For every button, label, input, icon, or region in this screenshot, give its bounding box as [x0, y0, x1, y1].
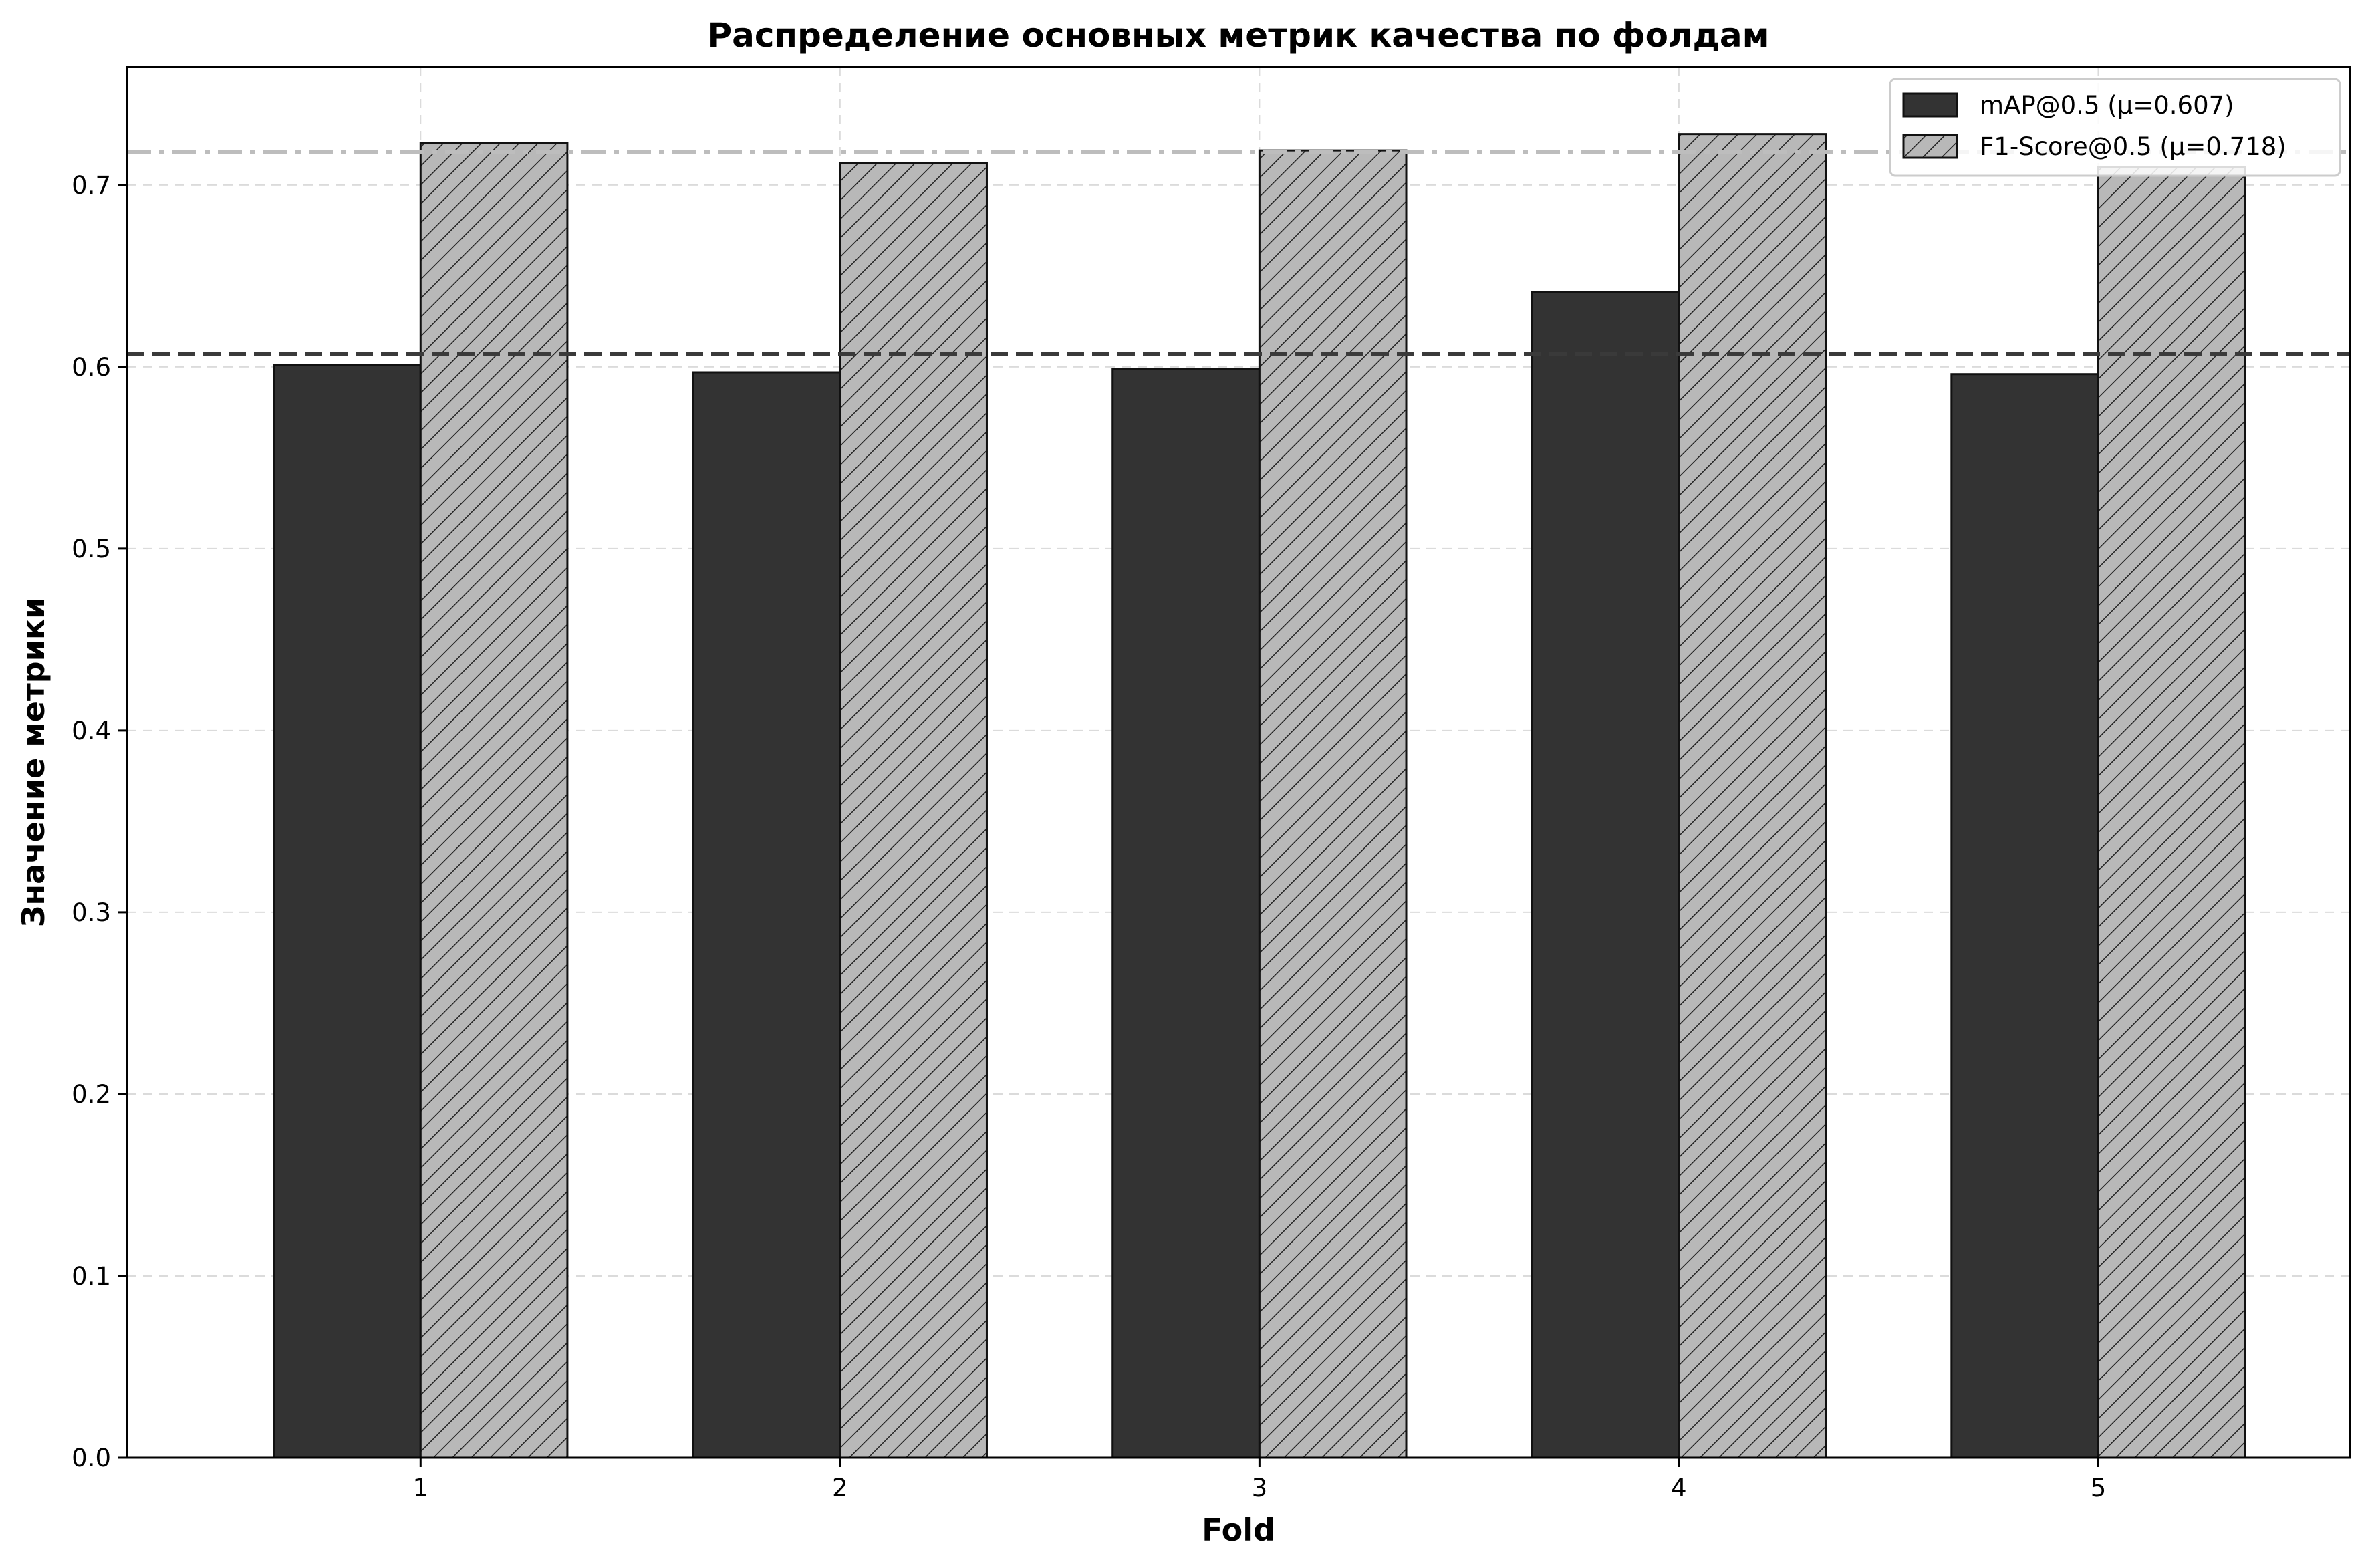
legend-swatch-map [1902, 92, 1958, 118]
x-tick-label: 2 [832, 1474, 848, 1502]
y-axis-label: Значение метрики [15, 598, 51, 928]
y-tick-label: 0.0 [72, 1444, 111, 1472]
x-axis-label: Fold [1202, 1512, 1275, 1548]
bar-map [1950, 373, 2099, 1459]
bar-map [692, 371, 841, 1459]
bar-map [1111, 368, 1261, 1459]
legend-label-map: mAP@0.5 (μ=0.607) [1980, 91, 2234, 120]
y-tick-label: 0.7 [72, 171, 111, 200]
legend-box [1889, 78, 2341, 177]
legend: mAP@0.5 (μ=0.607) F1-Score@0.5 (μ=0.718) [1889, 78, 2341, 177]
x-tick-label: 3 [1252, 1474, 1268, 1502]
y-tick-label: 0.2 [72, 1080, 111, 1109]
chart-title: Распределение основных метрик качества п… [707, 16, 1769, 55]
legend-swatch-f1 [1902, 134, 1958, 159]
x-tick-label: 1 [413, 1474, 429, 1502]
bar-map [1531, 291, 1680, 1459]
bar-f1 [839, 162, 988, 1459]
bar-map [273, 364, 422, 1459]
bar-f1 [419, 142, 569, 1459]
y-tick-label: 0.6 [72, 353, 111, 382]
x-tick-label: 4 [1671, 1474, 1687, 1502]
bar-f1 [1678, 133, 1827, 1459]
y-tick-label: 0.1 [72, 1262, 111, 1291]
x-tick-label: 5 [2091, 1474, 2107, 1502]
ticks-layer: 0.0 0.1 0.2 0.3 0.4 0.5 0.6 0.7 1 2 3 4 5 [72, 171, 2106, 1502]
y-tick-label: 0.5 [72, 535, 111, 563]
bar-f1 [2097, 166, 2246, 1459]
plot-frame [126, 66, 2351, 1459]
y-tick-label: 0.4 [72, 716, 111, 745]
bars-layer [273, 133, 2246, 1459]
y-tick-label: 0.3 [72, 898, 111, 927]
legend-label-f1: F1-Score@0.5 (μ=0.718) [1980, 132, 2286, 161]
bar-f1 [1258, 149, 1408, 1459]
